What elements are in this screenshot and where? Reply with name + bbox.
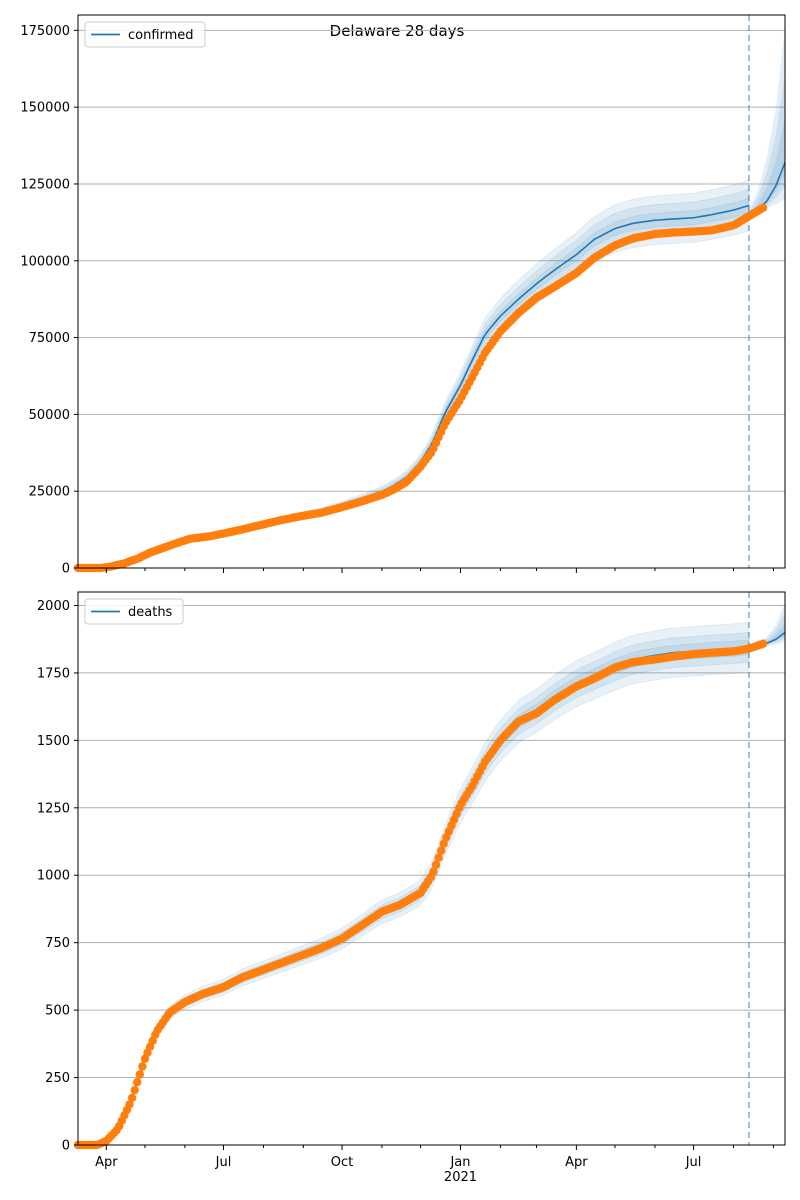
deaths-panel: 0 250 500 750 1000 1250 1500 1750 2000 Apr Jul Oct… xyxy=(37,591,786,1185)
confirmed-y-tick-label: 100000 xyxy=(20,254,70,269)
deaths-y-tick-label: 500 xyxy=(45,1004,70,1019)
deaths-observed-point xyxy=(437,846,446,855)
deaths-observed-point xyxy=(138,1062,147,1071)
x-tick-label: Oct xyxy=(331,1155,353,1170)
deaths-plot-frame xyxy=(77,591,786,1146)
x-tick-label: Jul xyxy=(215,1155,232,1170)
confirmed-observed-points xyxy=(73,203,768,573)
confirmed-y-tick-label: 50000 xyxy=(29,408,70,423)
deaths-x-axis: Apr Jul Oct Jan Apr Jul 2021 xyxy=(95,1145,774,1185)
confirmed-legend: confirmed xyxy=(84,21,206,48)
figure-title: Delaware 28 days xyxy=(330,22,465,40)
confirmed-panel: 0 25000 50000 75000 100000 125000 150000 175000… xyxy=(20,14,786,577)
deaths-legend-label: deaths xyxy=(128,605,173,620)
deaths-axes xyxy=(77,591,786,1146)
deaths-y-tick-label: 2000 xyxy=(37,599,70,614)
deaths-y-tick-label: 0 xyxy=(62,1139,70,1154)
confirmed-axes xyxy=(77,14,786,569)
confirmed-y-tick-label: 175000 xyxy=(20,24,70,39)
x-tick-label: Apr xyxy=(565,1155,588,1170)
confirmed-y-tick-label: 150000 xyxy=(20,101,70,116)
confirmed-uncertainty-band xyxy=(78,197,750,569)
deaths-legend: deaths xyxy=(84,598,184,625)
deaths-observed-point xyxy=(133,1078,142,1087)
confirmed-uncertainty-band xyxy=(78,188,750,569)
x-tick-label: Jul xyxy=(685,1155,702,1170)
x-tick-label: Apr xyxy=(95,1155,118,1170)
deaths-y-axis: 0 250 500 750 1000 1250 1500 1750 2000 xyxy=(37,599,78,1154)
confirmed-forecast-band xyxy=(748,117,785,216)
confirmed-model-line xyxy=(78,204,750,569)
deaths-forecast-band xyxy=(748,602,785,649)
deaths-legend-box xyxy=(84,598,184,625)
deaths-observed-points xyxy=(73,639,768,1150)
x-year-label: 2021 xyxy=(444,1170,477,1185)
confirmed-y-axis: 0 25000 50000 75000 100000 125000 150000 175000 xyxy=(20,24,78,577)
deaths-y-tick-label: 250 xyxy=(45,1071,70,1086)
deaths-y-tick-label: 1000 xyxy=(37,869,70,884)
confirmed-x-axis xyxy=(105,568,774,573)
deaths-observed-point xyxy=(130,1085,139,1095)
confirmed-y-tick-label: 75000 xyxy=(29,331,70,346)
confirmed-forecast-band xyxy=(748,73,785,217)
confirmed-plot-frame xyxy=(77,14,786,569)
x-tick-label: Jan xyxy=(449,1155,470,1170)
deaths-observed-point xyxy=(125,1100,134,1109)
deaths-y-tick-label: 1250 xyxy=(37,801,70,816)
deaths-observed-point xyxy=(127,1093,137,1103)
deaths-y-tick-label: 750 xyxy=(45,936,70,951)
confirmed-y-tick-label: 0 xyxy=(62,562,70,577)
confirmed-gridlines xyxy=(78,29,785,569)
deaths-observed-point xyxy=(434,853,443,862)
deaths-y-tick-label: 1750 xyxy=(37,666,70,681)
confirmed-uncertainty-bands xyxy=(78,27,785,569)
deaths-y-tick-label: 1500 xyxy=(37,734,70,749)
confirmed-y-tick-label: 125000 xyxy=(20,177,70,192)
confirmed-legend-label: confirmed xyxy=(128,28,194,43)
deaths-observed-point xyxy=(758,639,768,648)
deaths-observed-point xyxy=(431,860,441,869)
confirmed-y-tick-label: 25000 xyxy=(29,485,70,500)
confirmed-observed-point xyxy=(758,203,768,212)
confirmed-forecast-band xyxy=(748,27,785,218)
deaths-observed-point xyxy=(429,867,438,876)
deaths-observed-point xyxy=(135,1070,144,1079)
confirmed-legend-box xyxy=(84,21,206,48)
deaths-uncertainty-band xyxy=(78,621,750,1146)
deaths-observed-point xyxy=(439,839,448,848)
